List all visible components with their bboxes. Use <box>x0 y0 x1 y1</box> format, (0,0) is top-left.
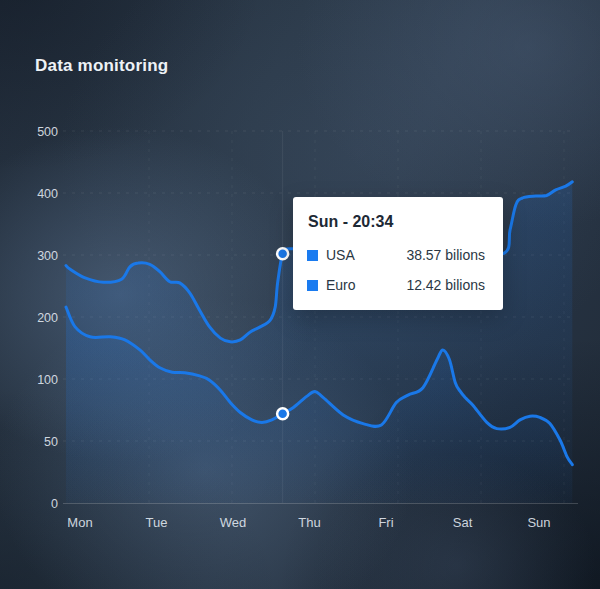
x-axis-label: Wed <box>220 515 247 530</box>
y-axis-label: 400 <box>37 187 58 201</box>
euro-series-label: Euro <box>326 277 356 293</box>
usa-series-value: 38.57 bilions <box>406 247 485 263</box>
y-axis-label: 300 <box>37 249 58 263</box>
tooltip-title: Sun - 20:34 <box>308 214 485 230</box>
y-axis-label: 0 <box>51 497 58 511</box>
x-axis-label: Sat <box>453 515 473 530</box>
x-axis-label: Sun <box>527 515 550 530</box>
tooltip-row-usa: USA 38.57 bilions <box>307 248 485 262</box>
y-axis-label: 500 <box>37 125 58 139</box>
x-axis-label: Thu <box>298 515 320 530</box>
usa-series-swatch <box>307 250 318 261</box>
x-axis-label: Fri <box>378 515 393 530</box>
euro-series-value: 12.42 bilions <box>406 277 485 293</box>
data-monitoring-panel: Data monitoring 500400300200100500MonTue… <box>0 0 600 589</box>
euro-series-swatch <box>307 280 318 291</box>
y-axis-label: 200 <box>37 311 58 325</box>
x-axis-label: Mon <box>67 515 92 530</box>
y-axis-label: 100 <box>37 373 58 387</box>
chart-tooltip: Sun - 20:34 USA 38.57 bilions Euro 12.42… <box>293 197 503 310</box>
y-axis-label: 50 <box>44 435 58 449</box>
tooltip-row-euro: Euro 12.42 bilions <box>307 278 485 292</box>
usa-series-label: USA <box>326 247 355 263</box>
highlight-point-usa[interactable] <box>277 248 288 259</box>
highlight-point-euro[interactable] <box>277 408 288 419</box>
x-axis-label: Tue <box>146 515 168 530</box>
